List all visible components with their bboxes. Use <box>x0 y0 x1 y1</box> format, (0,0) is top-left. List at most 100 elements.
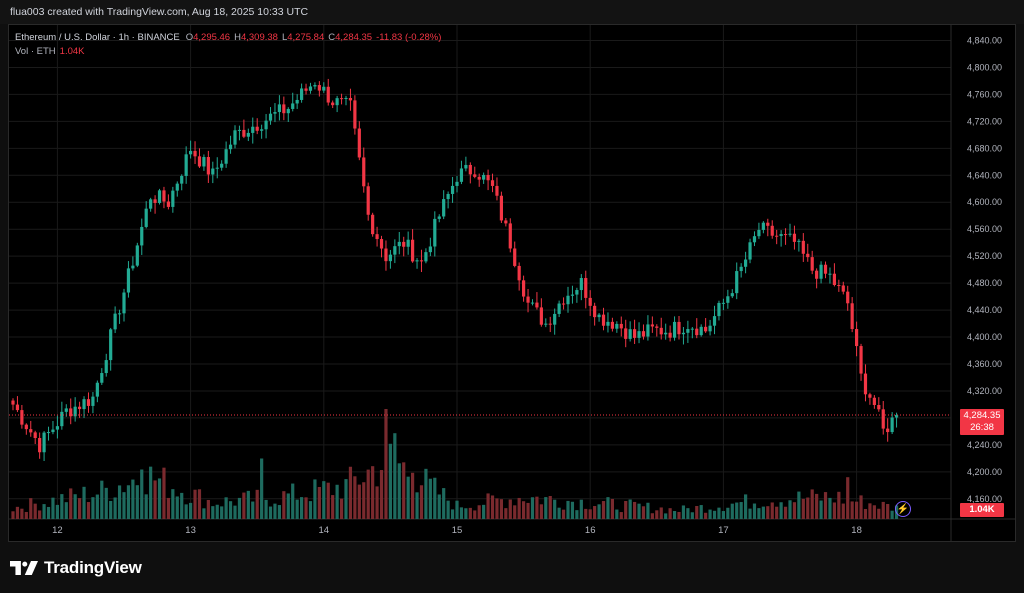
volume-bar <box>850 501 854 519</box>
volume-bar <box>863 508 868 519</box>
volume-bar <box>424 468 428 519</box>
candle-body <box>51 429 55 433</box>
volume-bar <box>739 502 743 519</box>
volume-bar <box>322 481 326 519</box>
candle-body <box>273 112 277 114</box>
volume-bar <box>406 476 410 519</box>
volume-bar <box>668 508 672 519</box>
candle-body <box>872 397 876 406</box>
candle-body <box>197 156 202 167</box>
volume-bar <box>868 503 872 519</box>
volume-bar <box>455 500 459 519</box>
volume-bar <box>610 498 614 519</box>
candle-body <box>162 190 166 202</box>
candle-body <box>326 86 330 103</box>
candle-body <box>113 313 117 330</box>
candle-body <box>251 126 255 133</box>
volume-bar <box>73 494 77 519</box>
y-tick-label: 4,560.00 <box>967 224 1002 234</box>
volume-bar <box>539 504 543 519</box>
volume-bar <box>855 501 859 519</box>
high-value: 4,309.38 <box>240 32 278 43</box>
volume-bar <box>752 503 757 519</box>
volume-bar <box>82 486 86 519</box>
candle-body <box>300 88 304 100</box>
volume-bar <box>33 503 37 519</box>
candle-body <box>331 102 335 106</box>
price-chart[interactable]: 4,160.004,200.004,240.004,280.004,320.00… <box>9 25 1015 541</box>
candle-body <box>184 154 188 176</box>
candle-body <box>517 265 521 281</box>
tradingview-brand[interactable]: TradingView <box>10 558 142 578</box>
candle-body <box>437 216 441 219</box>
chart-panel[interactable]: 4,160.004,200.004,240.004,280.004,320.00… <box>8 24 1016 542</box>
volume-bar <box>206 499 210 519</box>
volume-bar <box>264 499 268 519</box>
volume-bar <box>100 480 104 519</box>
volume-bar <box>335 484 339 519</box>
candle-body <box>730 293 734 297</box>
x-tick-label: 12 <box>52 525 63 536</box>
volume-bar <box>300 497 304 519</box>
candle-body <box>575 290 579 295</box>
y-tick-label: 4,800.00 <box>967 62 1002 72</box>
symbol-label[interactable]: Ethereum / U.S. Dollar · 1h · BINANCE <box>15 32 180 43</box>
volume-bar <box>641 506 646 519</box>
candle-body <box>55 426 59 430</box>
volume-bar <box>486 493 490 519</box>
volume-bar <box>428 478 432 519</box>
candle-body <box>122 292 126 314</box>
y-tick-label: 4,160.00 <box>967 494 1002 504</box>
candle-body <box>522 280 526 297</box>
candle-body <box>637 331 641 338</box>
volume-bar <box>233 505 237 519</box>
candle-body <box>464 164 468 169</box>
candle-body <box>442 199 446 217</box>
candle-body <box>313 85 317 87</box>
volume-bar <box>433 477 437 519</box>
volume-bar <box>153 480 157 519</box>
volume-bar <box>655 510 659 519</box>
candle-body <box>655 326 659 328</box>
volume-bar <box>282 491 286 519</box>
volume-bar <box>877 508 881 519</box>
candle-body <box>140 226 144 246</box>
candle-body <box>131 265 135 269</box>
candle-body <box>761 222 765 230</box>
candle-body <box>450 185 455 194</box>
candle-body <box>95 382 99 397</box>
candle-body <box>815 270 819 279</box>
volume-bar <box>326 482 330 519</box>
candle-body <box>717 302 721 317</box>
y-tick-label: 4,680.00 <box>967 143 1002 153</box>
volume-label[interactable]: Vol · ETH <box>15 46 56 57</box>
candle-body <box>490 180 495 186</box>
open-label: O <box>185 32 194 43</box>
y-tick-label: 4,480.00 <box>967 278 1002 288</box>
candle-body <box>459 168 464 182</box>
x-tick-label: 18 <box>851 525 862 536</box>
volume-bar <box>526 502 530 519</box>
lightning-icon[interactable]: ⚡ <box>895 501 911 517</box>
candle-body <box>828 273 832 275</box>
low-value: 4,275.84 <box>287 32 325 43</box>
candle-body <box>739 266 743 272</box>
volume-bar <box>775 506 779 519</box>
candle-body <box>455 181 459 186</box>
candle-body <box>482 175 486 180</box>
volume-bar <box>561 509 566 519</box>
candle-body <box>295 99 299 104</box>
volume-bar <box>366 469 370 519</box>
candle-body <box>823 264 828 274</box>
candle-body <box>277 104 281 113</box>
candle-body <box>353 100 357 129</box>
volume-bar <box>695 506 699 519</box>
volume-bar <box>557 507 561 519</box>
volume-bar <box>20 508 24 519</box>
candle-body <box>624 328 628 339</box>
volume-bar <box>744 494 748 519</box>
volume-bar <box>770 502 774 519</box>
candle-body <box>806 253 810 258</box>
y-tick-label: 4,360.00 <box>967 359 1002 369</box>
candle-body <box>366 186 370 215</box>
